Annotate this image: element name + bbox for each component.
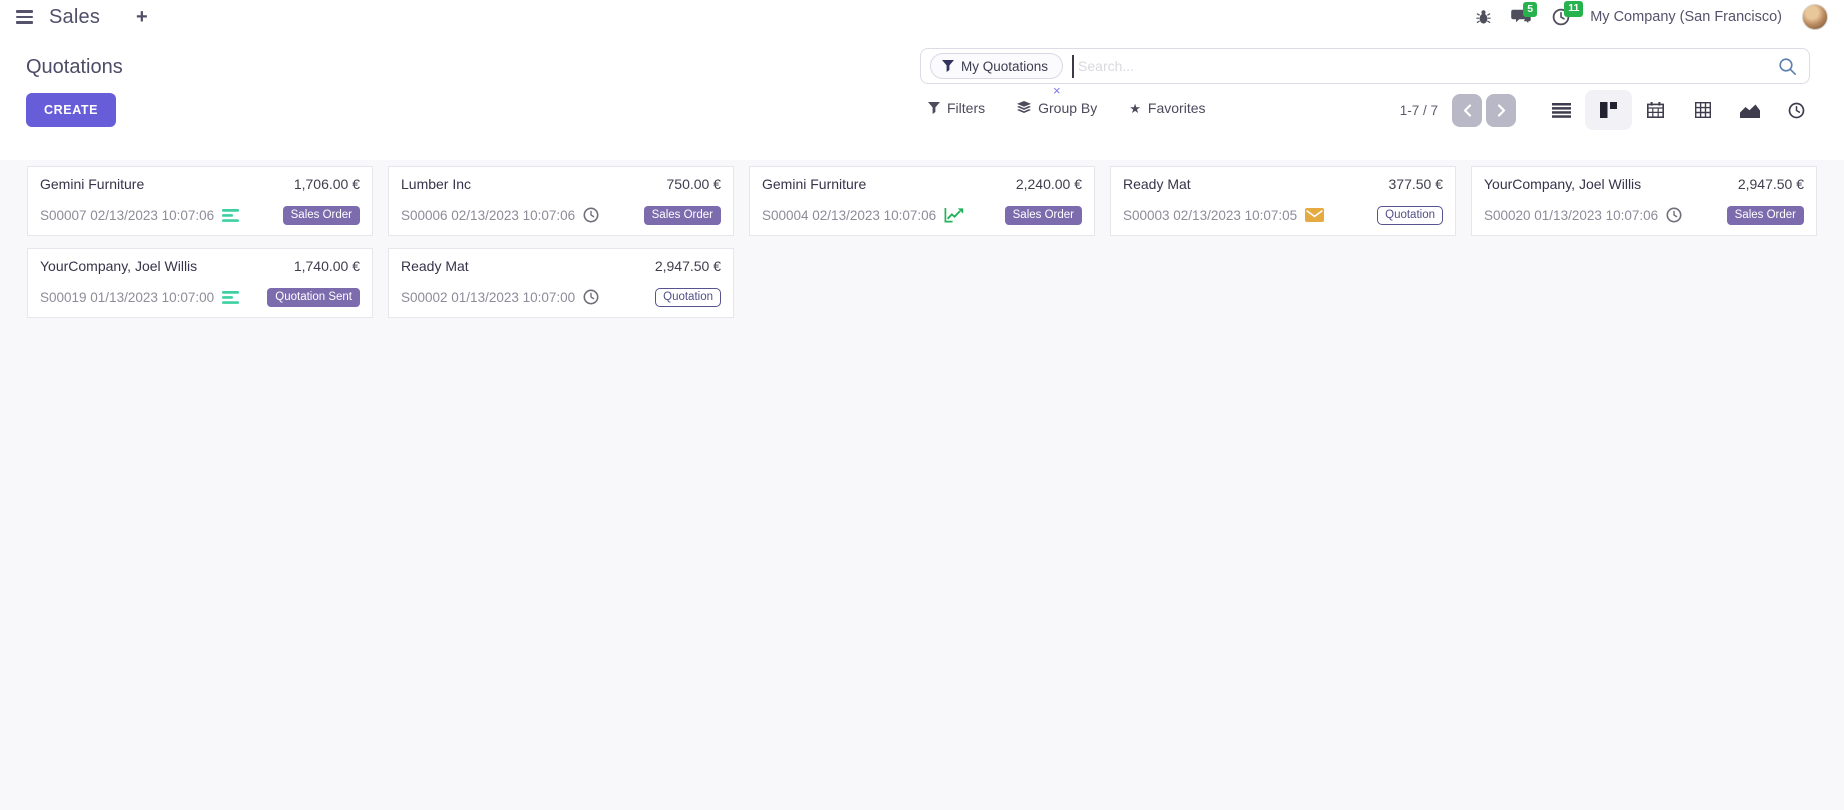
clock-icon[interactable] [583,207,599,223]
filters-button[interactable]: Filters [928,100,985,116]
activity-view-icon [1788,102,1805,118]
activities-count-badge: 11 [1564,1,1584,17]
plus-icon[interactable]: + [136,6,148,28]
group-by-label: Group By [1038,100,1098,116]
order-amount: 2,947.50 € [654,258,721,274]
customer-name: Ready Mat [401,258,469,274]
page-title: Quotations [26,56,123,78]
view-list-button[interactable] [1538,90,1585,130]
quotation-card[interactable]: YourCompany, Joel Willis 2,947.50 € S000… [1471,166,1817,236]
kanban-view-icon [1600,102,1617,118]
list-view-icon [1552,102,1571,118]
calendar-view-icon [1647,102,1664,118]
envelope-icon[interactable] [1305,208,1325,223]
quotation-card[interactable]: Gemini Furniture 1,706.00 € S00007 02/13… [27,166,373,236]
group-by-button[interactable]: Group By [1017,100,1097,116]
order-amount: 1,740.00 € [293,258,360,274]
filter-funnel-icon [942,60,954,72]
text-caret [1072,54,1075,78]
view-switcher [1538,90,1820,130]
view-calendar-button[interactable] [1632,90,1679,130]
order-amount: 2,240.00 € [1015,176,1082,192]
customer-name: YourCompany, Joel Willis [40,258,198,274]
customer-name: Lumber Inc [401,176,472,192]
pager-previous-button[interactable] [1452,93,1482,127]
user-avatar[interactable] [1802,4,1828,30]
order-reference-datetime: S00007 02/13/2023 10:07:06 [40,207,215,223]
quotation-card[interactable]: Lumber Inc 750.00 € S00006 02/13/2023 10… [388,166,734,236]
pivot-view-icon [1694,102,1711,118]
customer-name: Gemini Furniture [40,176,145,192]
favorites-button[interactable]: ★ Favorites [1129,100,1205,116]
create-button[interactable]: CREATE [26,93,117,127]
search-input[interactable] [1078,58,1776,74]
view-kanban-button[interactable] [1585,90,1632,130]
search-options: Filters Group By ★ Favorites [928,100,1206,116]
control-panel: Quotations CREATE My Quotations × Filter… [0,34,1844,160]
quotation-card[interactable]: YourCompany, Joel Willis 1,740.00 € S000… [27,248,373,318]
favorites-label: Favorites [1147,100,1206,116]
customer-name: YourCompany, Joel Willis [1484,176,1642,192]
status-badge: Quotation [655,287,721,307]
clock-icon[interactable] [1666,207,1682,223]
view-activity-button[interactable] [1773,90,1820,130]
bug-icon[interactable] [1476,9,1491,25]
order-reference-datetime: S00002 01/13/2023 10:07:00 [401,289,576,305]
quotation-card[interactable]: Ready Mat 377.50 € S00003 02/13/2023 10:… [1110,166,1456,236]
graph-view-icon [1739,104,1760,118]
quotation-card-list: Gemini Furniture 1,706.00 € S00007 02/13… [27,166,1817,318]
status-badge: Sales Order [1726,205,1804,225]
chart-up-icon[interactable] [944,207,964,223]
customer-name: Ready Mat [1123,176,1191,192]
status-badge: Sales Order [1004,205,1082,225]
kanban-area: Gemini Furniture 1,706.00 € S00007 02/13… [0,160,1844,810]
order-amount: 1,706.00 € [293,176,360,192]
order-amount: 2,947.50 € [1737,176,1804,192]
status-badge: Quotation Sent [267,287,360,307]
list-lines-icon[interactable] [222,290,240,304]
filter-funnel-icon [928,102,940,114]
status-badge: Sales Order [282,205,360,225]
search-bar[interactable]: My Quotations × [920,48,1810,97]
clock-icon[interactable] [583,289,599,305]
quotation-card[interactable]: Ready Mat 2,947.50 € S00002 01/13/2023 1… [388,248,734,318]
chevron-left-icon [1463,103,1471,117]
pager-counter: 1-7 / 7 [1399,102,1438,118]
app-name[interactable]: Sales [49,5,101,28]
activities-clock-icon[interactable]: 11 [1552,1,1584,26]
status-badge: Sales Order [643,205,721,225]
search-facet: My Quotations [930,53,1064,79]
hamburger-menu-icon[interactable] [14,6,35,28]
order-reference-datetime: S00003 02/13/2023 10:07:05 [1123,207,1298,223]
search-icon[interactable] [1776,55,1799,78]
order-reference-datetime: S00019 01/13/2023 10:07:00 [40,289,215,305]
top-navbar: Sales + 5 11 My Com [0,0,1844,34]
view-graph-button[interactable] [1726,90,1773,130]
facet-remove-icon[interactable]: × [1053,83,1061,98]
messages-icon[interactable]: 5 [1511,1,1538,26]
chevron-right-icon [1497,103,1505,117]
order-reference-datetime: S00004 02/13/2023 10:07:06 [762,207,937,223]
messages-count-badge: 5 [1523,1,1538,18]
facet-label: My Quotations [961,58,1049,74]
order-reference-datetime: S00020 01/13/2023 10:07:06 [1484,207,1659,223]
quotation-card[interactable]: Gemini Furniture 2,240.00 € S00004 02/13… [749,166,1095,236]
order-amount: 377.50 € [1388,176,1444,192]
company-switcher[interactable]: My Company (San Francisco) [1590,9,1782,25]
list-lines-icon[interactable] [222,208,240,222]
pager-next-button[interactable] [1486,93,1516,127]
layers-icon [1017,101,1032,113]
order-reference-datetime: S00006 02/13/2023 10:07:06 [401,207,576,223]
status-badge: Quotation [1377,205,1443,225]
customer-name: Gemini Furniture [762,176,867,192]
filters-label: Filters [947,100,986,116]
star-icon: ★ [1129,100,1141,116]
order-amount: 750.00 € [666,176,722,192]
view-pivot-button[interactable] [1679,90,1726,130]
